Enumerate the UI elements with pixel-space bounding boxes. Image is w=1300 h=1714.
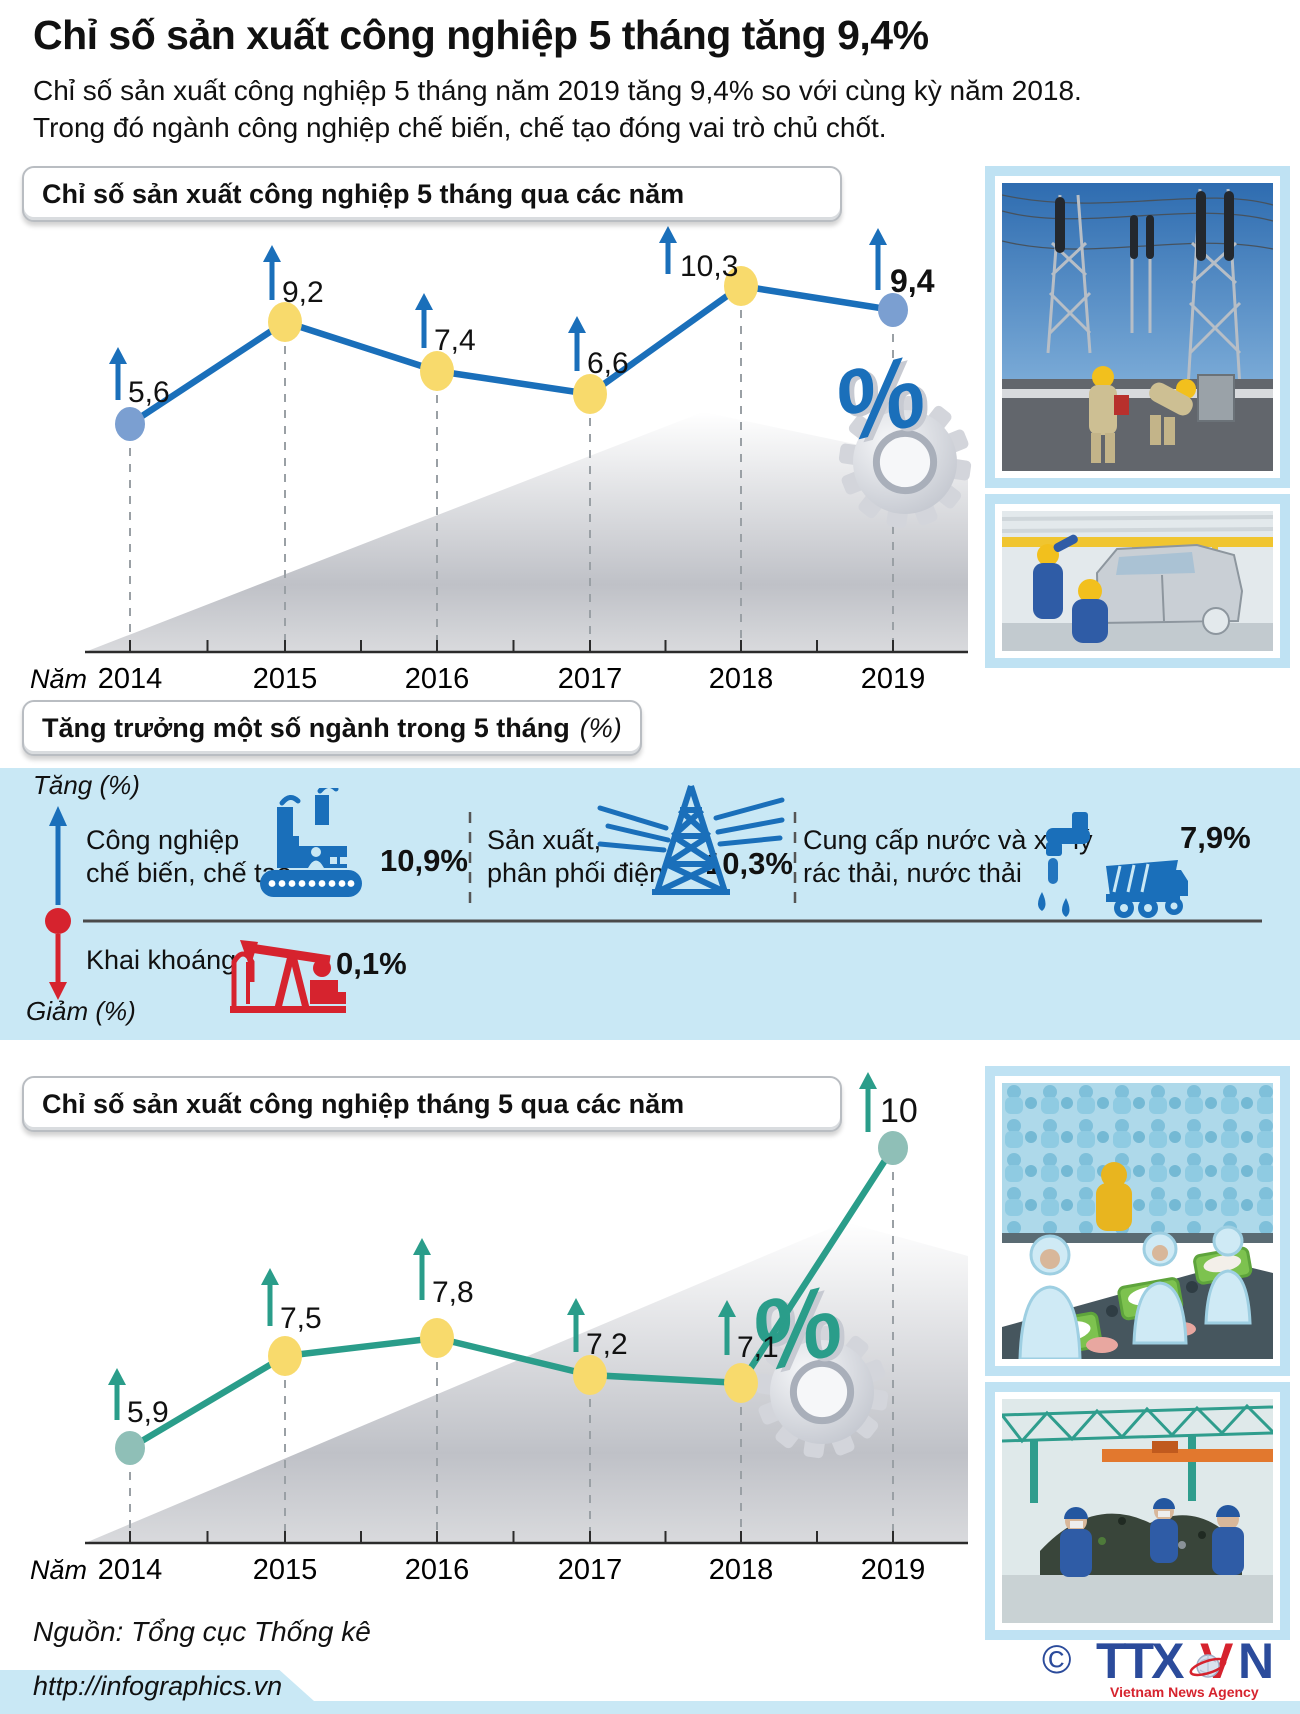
data-point-2015 — [268, 302, 302, 342]
bottom-strip — [0, 1701, 1300, 1714]
value-label: 6,6 — [587, 347, 629, 380]
waste-sorting-photo — [985, 1382, 1290, 1640]
year-tick-label: 2018 — [709, 663, 774, 695]
data-point-2017 — [573, 1355, 607, 1395]
vehicle-assembly-photo — [985, 494, 1290, 668]
subtitle-line-1: Chỉ số sản xuất công nghiệp 5 tháng năm … — [33, 75, 1082, 106]
x-axis-label: Năm — [30, 1555, 87, 1585]
year-tick-label: 2015 — [253, 663, 318, 695]
data-point-2016 — [420, 351, 454, 391]
up-arrow-icon — [109, 347, 127, 364]
year-tick-label: 2014 — [98, 1554, 163, 1586]
value-label: 10,3 — [680, 250, 738, 283]
up-arrow-icon — [659, 226, 677, 243]
trend-line — [126, 282, 897, 428]
year-tick-label: 2018 — [709, 1554, 774, 1586]
section1-header: Chỉ số sản xuất công nghiệp 5 tháng qua … — [22, 166, 842, 222]
year-tick-label: 2019 — [861, 1554, 926, 1586]
data-point-2016 — [420, 1318, 454, 1358]
value-label: 5,6 — [128, 376, 170, 409]
url-tab — [0, 1670, 314, 1701]
year-tick-label: 2017 — [558, 1554, 623, 1586]
year-tick-label: 2017 — [558, 663, 623, 695]
gray-wedge — [85, 1222, 968, 1543]
trend-line — [126, 1144, 897, 1452]
value-label: 7,5 — [280, 1302, 322, 1335]
up-arrow-icon — [568, 316, 586, 333]
band-graphics — [45, 806, 1262, 1000]
sector-value-mining: 0,1% — [336, 946, 407, 981]
gray-wedge — [85, 412, 968, 652]
sector-label-mining: Khai khoáng — [86, 945, 237, 975]
x-axis-label: Năm — [30, 664, 87, 694]
subtitle-line-2: Trong đó ngành công nghiệp chế biến, chế… — [33, 112, 887, 143]
copyright-symbol: © — [1042, 1638, 1072, 1682]
value-label: 5,9 — [127, 1396, 169, 1429]
up-arrow-icon — [108, 1368, 126, 1385]
water-tap-truck-icon — [1028, 812, 1190, 927]
up-arrow-icon — [413, 1238, 431, 1255]
decrease-axis-arrowhead — [49, 982, 67, 1000]
power-pylon-icon — [596, 778, 786, 905]
year-tick-label: 2016 — [405, 663, 470, 695]
year-tick-label: 2015 — [253, 1554, 318, 1586]
factory-icon — [252, 783, 370, 908]
globe-icon — [1189, 1654, 1227, 1678]
increase-axis-arrowhead — [49, 806, 67, 826]
sector-label-water: Cung cấp nước và xử lý rác thải, nước th… — [803, 825, 1093, 888]
value-label: 7,2 — [586, 1328, 628, 1361]
section1-header-label: Chỉ số sản xuất công nghiệp 5 tháng qua … — [42, 178, 685, 209]
decrease-axis-label: Giảm (%) — [26, 996, 136, 1026]
sector-label-manufacturing: Công nghiệp chế biến, chế tạo — [86, 825, 292, 888]
data-point-2014 — [115, 407, 145, 441]
subtitle: Chỉ số sản xuất công nghiệp 5 tháng năm … — [33, 72, 1082, 146]
data-point-2017 — [573, 374, 607, 414]
value-label: 7,8 — [432, 1276, 474, 1309]
seafood-processing-photo — [985, 1066, 1290, 1376]
data-point-2018 — [724, 1363, 758, 1403]
gear-icon: %% — [823, 334, 972, 529]
value-label: 9,4 — [890, 263, 935, 299]
value-label: 7,4 — [434, 324, 476, 357]
logo-letter-n: N — [1238, 1633, 1274, 1689]
value-label: 7,1 — [737, 1331, 779, 1364]
section2-header-label: Tăng trưởng một số ngành trong 5 tháng — [42, 712, 570, 743]
website-url: http://infographics.vn — [33, 1671, 283, 1701]
section3-header-label: Chỉ số sản xuất công nghiệp tháng 5 qua … — [42, 1088, 685, 1119]
year-tick-label: 2016 — [405, 1554, 470, 1586]
logo-letters-ttx: TTX — [1096, 1633, 1184, 1689]
value-label: 9,2 — [282, 276, 324, 309]
sector-value-water: 7,9% — [1180, 820, 1251, 855]
sector-label-electricity: Sản xuất, phân phối điện — [487, 825, 665, 888]
data-point-2019 — [878, 293, 908, 327]
data-point-2018 — [724, 266, 758, 306]
year-tick-label: 2019 — [861, 663, 926, 695]
up-arrow-icon — [718, 1300, 736, 1317]
section3-header: Chỉ số sản xuất công nghiệp tháng 5 qua … — [22, 1076, 842, 1132]
axis-origin-dot — [45, 908, 71, 934]
oil-pump-icon — [224, 922, 352, 1021]
substation-workers-photo — [985, 166, 1290, 488]
increase-axis-label: Tăng (%) — [33, 770, 140, 800]
logo-subtitle: Vietnam News Agency — [1110, 1684, 1259, 1700]
up-arrow-icon — [261, 1268, 279, 1285]
up-arrow-icon — [869, 228, 887, 245]
up-arrow-icon — [567, 1298, 585, 1315]
source-note: Nguồn: Tổng cục Thống kê — [33, 1616, 371, 1647]
sector-value-manufacturing: 10,9% — [380, 843, 468, 878]
page-title: Chỉ số sản xuất công nghiệp 5 tháng tăng… — [33, 12, 929, 58]
year-tick-label: 2014 — [98, 663, 163, 695]
data-point-2019 — [878, 1131, 908, 1165]
data-point-2015 — [268, 1336, 302, 1376]
section2-header-unit: (%) — [579, 712, 622, 743]
section2-header: Tăng trưởng một số ngành trong 5 tháng (… — [22, 700, 642, 756]
data-point-2014 — [115, 1431, 145, 1465]
up-arrow-icon — [263, 245, 281, 262]
up-arrow-icon — [859, 1072, 877, 1089]
up-arrow-icon — [415, 293, 433, 310]
value-label: 10 — [880, 1092, 918, 1130]
ttxvn-logo: © TTX V N Vietnam News Agency — [1042, 1632, 1292, 1704]
